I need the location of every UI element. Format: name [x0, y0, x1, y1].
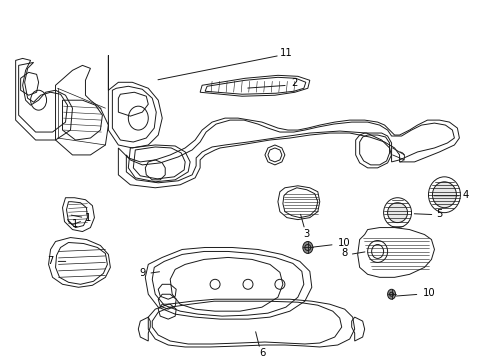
Text: 2: 2 — [291, 78, 297, 88]
Ellipse shape — [387, 289, 395, 299]
Text: 4: 4 — [461, 190, 468, 200]
Text: 10: 10 — [422, 288, 435, 298]
Text: 7: 7 — [47, 256, 54, 266]
Text: 1: 1 — [72, 219, 79, 229]
Ellipse shape — [431, 182, 455, 208]
Text: 8: 8 — [341, 248, 347, 258]
Text: 3: 3 — [303, 229, 309, 239]
Text: 1: 1 — [85, 213, 91, 222]
Text: 6: 6 — [258, 348, 264, 358]
Text: 10: 10 — [337, 238, 349, 248]
Text: 11: 11 — [279, 49, 292, 58]
Ellipse shape — [387, 203, 407, 222]
Text: 9: 9 — [139, 268, 145, 278]
Text: 5: 5 — [435, 209, 442, 219]
Ellipse shape — [302, 242, 312, 253]
